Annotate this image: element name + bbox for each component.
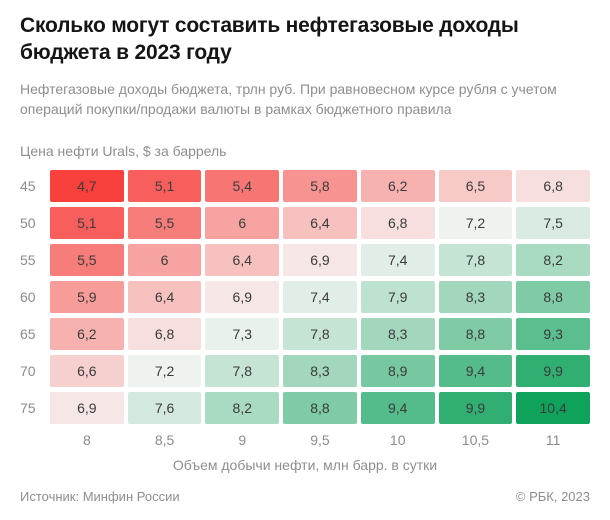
heatmap-cell: 9,3 xyxy=(516,318,590,351)
heatmap-cell: 5,1 xyxy=(50,207,124,240)
y-tick-label: 50 xyxy=(20,215,36,232)
y-tick-label: 65 xyxy=(20,326,36,343)
x-tick-label: 11 xyxy=(545,432,561,449)
heatmap-cell: 7,4 xyxy=(360,244,435,277)
heatmap-cell: 8,2 xyxy=(205,392,280,425)
page-title: Сколько могут составить нефтегазовые дох… xyxy=(20,14,519,65)
y-axis-label: Цена нефти Urals, $ за баррель xyxy=(20,143,227,160)
heatmap-cell: 7,3 xyxy=(205,318,280,351)
x-tick-label: 10 xyxy=(389,432,406,449)
heatmap-cell: 6,8 xyxy=(127,318,202,351)
heatmap-cell: 8,9 xyxy=(360,355,435,388)
heatmap-cell: 6,9 xyxy=(283,244,357,277)
y-tick-label: 45 xyxy=(20,178,36,195)
heatmap-cell: 7,5 xyxy=(516,207,590,240)
heatmap-cell: 6,9 xyxy=(50,392,124,425)
heatmap-cell: 6,5 xyxy=(438,170,513,203)
heatmap-cell: 6,2 xyxy=(360,170,435,203)
y-tick-label: 70 xyxy=(20,363,36,380)
heatmap-cell: 8,8 xyxy=(516,281,590,314)
heatmap-cell: 6,8 xyxy=(516,170,590,203)
heatmap-cell: 6,2 xyxy=(50,318,124,351)
heatmap-cell: 6,8 xyxy=(360,207,435,240)
x-tick-label: 8,5 xyxy=(154,432,175,449)
heatmap-cell: 6 xyxy=(127,244,202,277)
heatmap-cell: 8,8 xyxy=(438,318,513,351)
heatmap-cell: 7,2 xyxy=(127,355,202,388)
y-tick-label: 60 xyxy=(20,289,36,306)
heatmap-cell: 8,2 xyxy=(516,244,590,277)
heatmap-cell: 7,4 xyxy=(283,281,357,314)
x-axis-label: Объем добычи нефти, млн барр. в сутки xyxy=(172,457,438,474)
heatmap-cell: 9,9 xyxy=(438,392,513,425)
x-tick-label: 9,5 xyxy=(310,432,330,449)
heatmap-cell: 5,5 xyxy=(50,244,124,277)
heatmap-cell: 6,4 xyxy=(127,281,202,314)
y-tick-label: 55 xyxy=(20,252,36,269)
x-tick-label: 8 xyxy=(82,432,91,449)
heatmap-cell: 8,8 xyxy=(283,392,357,425)
heatmap-cell: 9,9 xyxy=(516,355,590,388)
heatmap-cell: 8,3 xyxy=(438,281,513,314)
heatmap-cell: 8,3 xyxy=(360,318,435,351)
heatmap-cell: 5,9 xyxy=(50,281,124,314)
heatmap-cell: 9,4 xyxy=(438,355,513,388)
heatmap-cell: 7,2 xyxy=(438,207,513,240)
heatmap-cell: 5,8 xyxy=(283,170,357,203)
heatmap-cell: 5,5 xyxy=(127,207,202,240)
heatmap-cell: 6,4 xyxy=(283,207,357,240)
heatmap-cell: 7,8 xyxy=(438,244,513,277)
heatmap-cell: 4,7 xyxy=(50,170,124,203)
copyright-note: © РБК, 2023 xyxy=(515,489,590,504)
heatmap-cell: 7,8 xyxy=(205,355,280,388)
footer: Источник: Минфин России © РБК, 2023 xyxy=(20,489,590,504)
axis-corner-spacer xyxy=(20,429,46,451)
heatmap-cell: 5,4 xyxy=(205,170,280,203)
heatmap-cell: 5,1 xyxy=(127,170,202,203)
x-tick-label: 9 xyxy=(238,432,247,449)
heatmap-cell: 6,9 xyxy=(205,281,280,314)
chart-subtitle: Нефтегазовые доходы бюджета, трлн руб. П… xyxy=(20,80,557,117)
source-note: Источник: Минфин России xyxy=(20,489,180,504)
heatmap-cell: 6 xyxy=(205,207,280,240)
x-tick-label: 10,5 xyxy=(461,432,490,449)
heatmap-cell: 7,8 xyxy=(283,318,357,351)
heatmap-cell: 9,4 xyxy=(360,392,435,425)
heatmap-grid: 45 4,7 5,1 5,4 5,8 6,2 6,5 6,8 50 5,1 5,5 6 6,4 6,8 7,… xyxy=(20,170,590,451)
heatmap-cell: 10,4 xyxy=(516,392,590,425)
heatmap-cell: 7,9 xyxy=(360,281,435,314)
heatmap-cell: 8,3 xyxy=(283,355,357,388)
heatmap-cell: 6,6 xyxy=(50,355,124,388)
heatmap-cell: 7,6 xyxy=(127,392,202,425)
heatmap-cell: 6,4 xyxy=(205,244,280,277)
y-tick-label: 75 xyxy=(20,400,36,417)
